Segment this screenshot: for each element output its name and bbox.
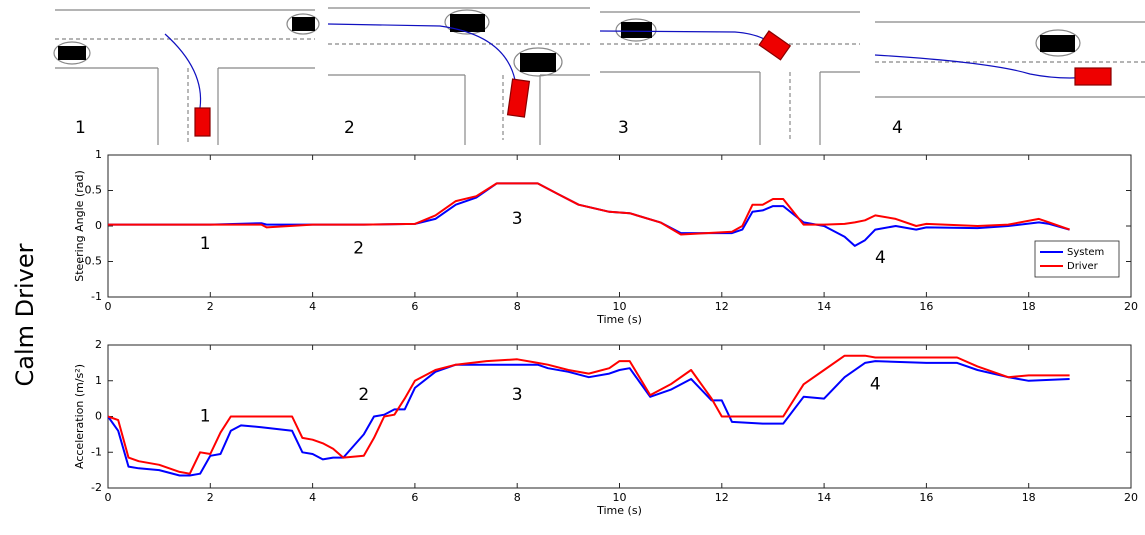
x-tick-label: 6 — [411, 491, 418, 504]
x-tick-label: 18 — [1022, 491, 1036, 504]
x-tick-label: 2 — [207, 300, 214, 313]
y-tick-label: 0.5 — [85, 184, 103, 197]
x-tick-label: 14 — [817, 300, 831, 313]
x-tick-label: 18 — [1022, 300, 1036, 313]
y-tick-label: -2 — [91, 481, 102, 494]
annotation: 3 — [512, 209, 523, 229]
x-tick-label: 10 — [613, 300, 627, 313]
x-tick-label: 12 — [715, 300, 729, 313]
y-tick-label: 0 — [95, 410, 102, 423]
x-tick-label: 12 — [715, 491, 729, 504]
y-tick-label: 2 — [95, 338, 102, 351]
y-axis-label: Steering Angle (rad) — [73, 170, 86, 282]
series-line — [107, 354, 1070, 475]
annotation: 1 — [200, 234, 211, 254]
annotation: 3 — [512, 385, 523, 405]
series-line — [108, 182, 1070, 236]
scene-4 — [874, 21, 1145, 98]
annotation: 4 — [875, 248, 886, 268]
x-tick-label: 0 — [105, 300, 112, 313]
series-line — [107, 360, 1070, 477]
side-label: Calm Driver — [11, 243, 39, 386]
annotation: 2 — [358, 385, 369, 405]
legend-label: System — [1067, 247, 1104, 258]
y-tick-label: 0 — [95, 219, 102, 232]
x-tick-label: 20 — [1124, 300, 1138, 313]
x-tick-label: 8 — [514, 300, 521, 313]
scene-label: 1 — [75, 118, 86, 138]
x-tick-label: 6 — [411, 300, 418, 313]
scene-3 — [599, 11, 860, 145]
x-tick-label: 16 — [919, 491, 933, 504]
x-axis-label: Time (s) — [596, 313, 642, 326]
x-tick-label: 14 — [817, 491, 831, 504]
x-tick-label: 20 — [1124, 491, 1138, 504]
y-axis-label: Acceleration (m/s²) — [73, 364, 86, 469]
scene-label: 4 — [892, 118, 903, 138]
x-tick-label: 10 — [613, 491, 627, 504]
legend-box — [1034, 240, 1120, 278]
scene-1 — [53, 9, 320, 145]
x-axis-label: Time (s) — [596, 504, 642, 517]
y-tick-label: 1 — [95, 374, 102, 387]
y-tick-label: -1 — [91, 445, 102, 458]
annotation: 2 — [353, 239, 364, 259]
y-tick-label: -1 — [91, 290, 102, 303]
scene-2 — [327, 7, 590, 145]
x-tick-label: 4 — [309, 300, 316, 313]
y-tick-label: 1 — [95, 148, 102, 161]
legend-label: Driver — [1067, 261, 1099, 272]
scene-panels — [53, 7, 1145, 145]
x-tick-label: 16 — [919, 300, 933, 313]
scene-label: 3 — [618, 118, 629, 138]
x-tick-label: 2 — [207, 491, 214, 504]
x-tick-label: 4 — [309, 491, 316, 504]
x-tick-label: 8 — [514, 491, 521, 504]
scene-label: 2 — [344, 118, 355, 138]
annotation: 4 — [870, 374, 881, 394]
annotation: 1 — [200, 407, 211, 427]
y-tick-label: -0.5 — [81, 255, 102, 268]
x-tick-label: 0 — [105, 491, 112, 504]
